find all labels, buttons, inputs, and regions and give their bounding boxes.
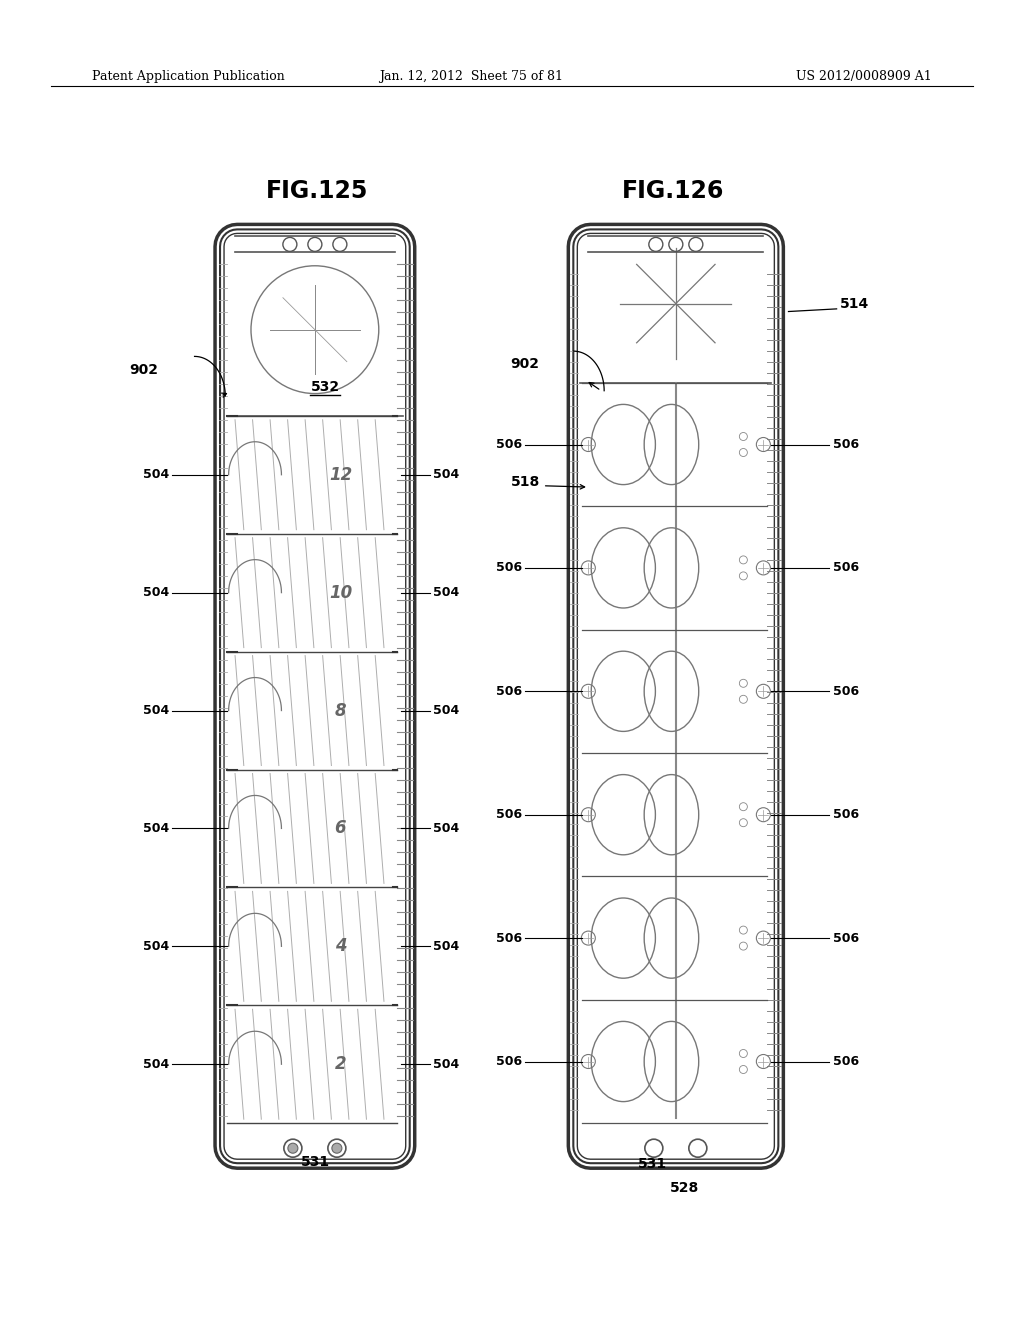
Text: 506: 506 [496, 685, 522, 698]
Text: 532: 532 [310, 380, 340, 395]
Text: 4: 4 [335, 937, 346, 956]
Text: 2: 2 [335, 1055, 346, 1073]
Text: 506: 506 [833, 685, 859, 698]
Text: 506: 506 [833, 932, 859, 945]
Text: 504: 504 [433, 586, 460, 599]
Text: 504: 504 [433, 469, 460, 482]
Text: 8: 8 [335, 701, 346, 719]
Circle shape [332, 1143, 342, 1154]
Text: 504: 504 [433, 822, 460, 836]
Text: US 2012/0008909 A1: US 2012/0008909 A1 [796, 70, 932, 83]
Text: 506: 506 [833, 1055, 859, 1068]
Text: 504: 504 [142, 704, 169, 717]
Text: 6: 6 [335, 820, 346, 837]
Text: 531: 531 [638, 1158, 667, 1171]
Text: 902: 902 [511, 358, 540, 371]
Text: 504: 504 [433, 704, 460, 717]
Text: FIG.126: FIG.126 [622, 180, 724, 203]
Text: 12: 12 [329, 466, 352, 483]
Text: 506: 506 [496, 808, 522, 821]
Text: Patent Application Publication: Patent Application Publication [92, 70, 285, 83]
Text: 504: 504 [433, 1057, 460, 1071]
Text: 504: 504 [433, 940, 460, 953]
Circle shape [288, 1143, 298, 1154]
Text: 531: 531 [301, 1155, 330, 1168]
Text: FIG.125: FIG.125 [266, 180, 369, 203]
Text: 506: 506 [496, 1055, 522, 1068]
Text: 506: 506 [496, 561, 522, 574]
Text: 902: 902 [130, 363, 159, 376]
Text: 506: 506 [833, 438, 859, 451]
Text: 506: 506 [833, 808, 859, 821]
Text: 514: 514 [840, 297, 869, 310]
Text: 10: 10 [329, 583, 352, 602]
Text: 504: 504 [142, 469, 169, 482]
Text: 506: 506 [496, 932, 522, 945]
Text: 504: 504 [142, 586, 169, 599]
Text: 506: 506 [833, 561, 859, 574]
Text: 506: 506 [496, 438, 522, 451]
Text: 518: 518 [510, 475, 540, 488]
Text: 504: 504 [142, 822, 169, 836]
Text: 528: 528 [670, 1181, 698, 1195]
Text: Jan. 12, 2012  Sheet 75 of 81: Jan. 12, 2012 Sheet 75 of 81 [379, 70, 563, 83]
Text: 504: 504 [142, 940, 169, 953]
Text: 504: 504 [142, 1057, 169, 1071]
